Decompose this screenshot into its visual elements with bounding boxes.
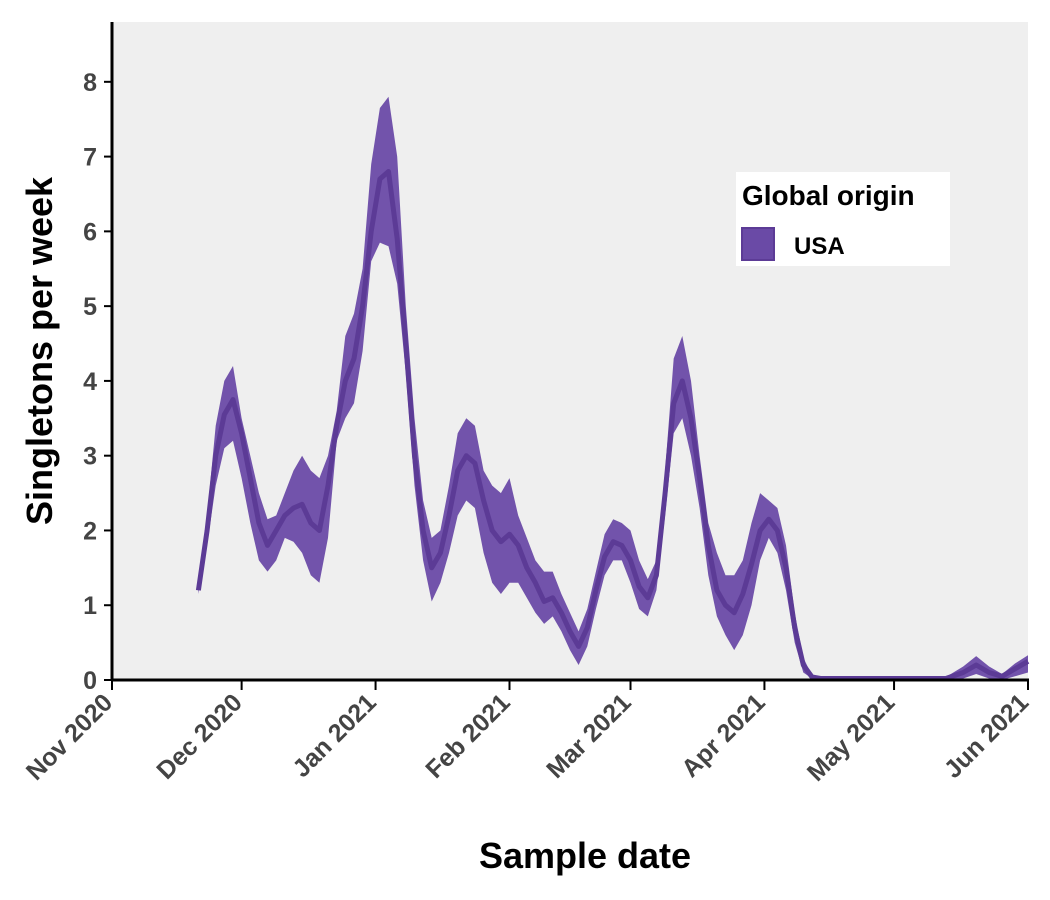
- y-tick-label: 1: [83, 592, 97, 620]
- y-tick-label: 3: [83, 443, 97, 471]
- y-tick-label: 8: [83, 69, 97, 97]
- x-axis-ticks: Nov 2020 Dec 2020 Jan 2021 Feb 2021 Mar 2021…: [21, 680, 1034, 787]
- y-axis-title: Singletons per week: [19, 176, 60, 525]
- y-tick-label: 2: [83, 517, 97, 545]
- x-tick-label: Apr 2021: [676, 688, 771, 783]
- legend-title: Global origin: [742, 180, 915, 211]
- y-tick-label: 4: [83, 368, 97, 396]
- legend: Global origin USA: [736, 172, 950, 266]
- x-tick-label: Nov 2020: [21, 688, 118, 785]
- x-tick-label: Jan 2021: [287, 688, 382, 783]
- y-tick-label: 6: [83, 218, 97, 246]
- series-layer: [195, 96, 1030, 681]
- y-tick-label: 5: [83, 293, 97, 321]
- series-line-usa: [195, 169, 1030, 681]
- y-tick-label: 7: [83, 144, 97, 172]
- legend-label-usa: USA: [794, 233, 845, 260]
- plot-background: [112, 22, 1028, 680]
- x-tick-label: Dec 2020: [151, 688, 247, 784]
- x-tick-label: Feb 2021: [420, 688, 516, 784]
- y-axis-ticks: 0 1 2 3 4 5 6 7 8: [83, 69, 112, 695]
- x-tick-label: Jun 2021: [939, 688, 1035, 784]
- y-tick-label: 0: [83, 667, 97, 695]
- x-tick-label: May 2021: [802, 688, 900, 786]
- legend-swatch-usa: [741, 227, 775, 261]
- x-axis-title: Sample date: [479, 835, 691, 876]
- x-tick-label: Mar 2021: [541, 688, 637, 784]
